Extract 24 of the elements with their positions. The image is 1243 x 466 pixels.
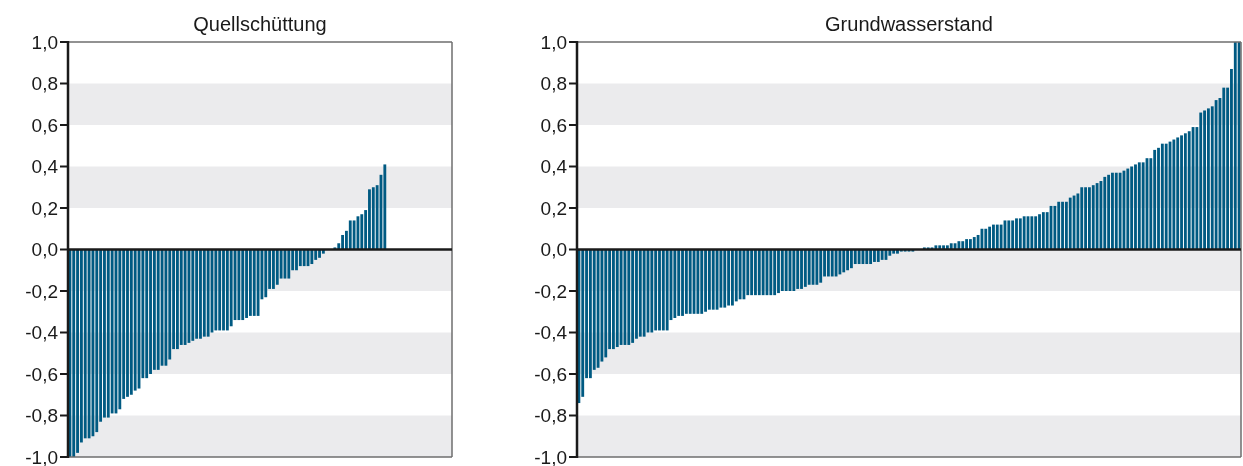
y-tick-label: -0,2	[25, 280, 58, 302]
y-tick-label: -1,0	[534, 446, 567, 466]
y-tick-label: 0,0	[31, 239, 58, 261]
y-tick-label: 0,4	[540, 156, 568, 178]
y-tick-label: -0,6	[25, 363, 58, 385]
y-tick-label: 0,0	[540, 239, 567, 261]
y-tick-label: 1,0	[31, 31, 58, 53]
y-tick-label: -0,6	[534, 363, 567, 385]
chart-title: Grundwasserstand	[825, 13, 993, 35]
y-tick-label: -0,4	[25, 322, 59, 344]
y-tick-label: -0,8	[25, 405, 58, 427]
y-tick-label: 0,8	[540, 73, 567, 95]
y-tick-label: 1,0	[540, 31, 567, 53]
chart-title: Quellschüttung	[193, 13, 327, 35]
y-tick-label: -1,0	[25, 446, 58, 466]
y-tick-label: -0,8	[534, 405, 567, 427]
y-tick-label: 0,6	[540, 114, 567, 136]
y-tick-label: 0,4	[31, 156, 59, 178]
y-tick-label: -0,4	[534, 322, 568, 344]
y-tick-label: 0,2	[31, 197, 58, 219]
y-tick-label: -0,2	[534, 280, 567, 302]
y-tick-label: 0,8	[31, 73, 58, 95]
y-tick-label: 0,2	[540, 197, 567, 219]
y-tick-label: 0,6	[31, 114, 58, 136]
